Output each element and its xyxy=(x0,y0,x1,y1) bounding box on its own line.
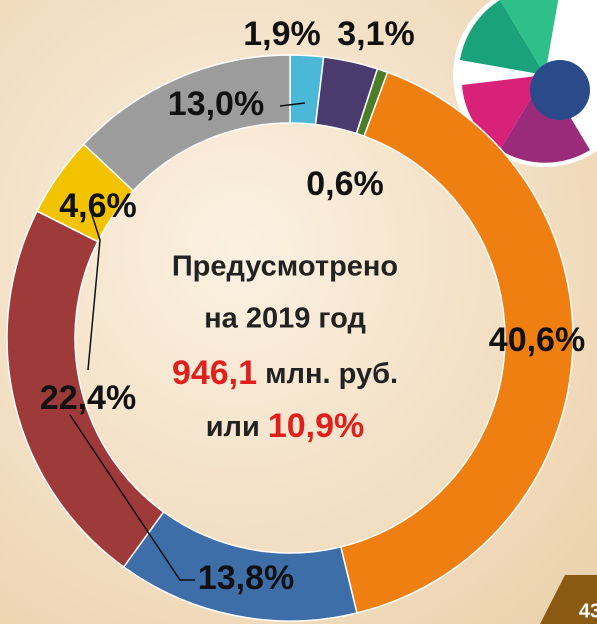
value-label: 0,6% xyxy=(306,165,384,203)
prefix: или xyxy=(206,411,260,443)
value-label: 22,4% xyxy=(40,379,136,417)
value-label: 13,8% xyxy=(198,559,294,597)
value-label: 13,0% xyxy=(168,85,264,123)
value-label: 40,6% xyxy=(489,321,585,359)
center-amount-line: 946,1 млн. руб. xyxy=(172,354,398,392)
value-label: 3,1% xyxy=(337,15,415,53)
share: 10,9% xyxy=(268,407,364,445)
slide: Предусмотрено на 2019 год 946,1 млн. руб… xyxy=(0,0,597,624)
center-share-line: или 10,9% xyxy=(206,407,365,445)
center-line: на 2019 год xyxy=(204,303,366,335)
value-label: 1,9% xyxy=(243,15,321,53)
page-number: 43 xyxy=(579,600,597,622)
value-label: 4,6% xyxy=(59,187,137,225)
amount: 946,1 xyxy=(172,354,257,392)
center-line: Предусмотрено xyxy=(172,251,398,283)
unit: млн. руб. xyxy=(265,358,398,390)
